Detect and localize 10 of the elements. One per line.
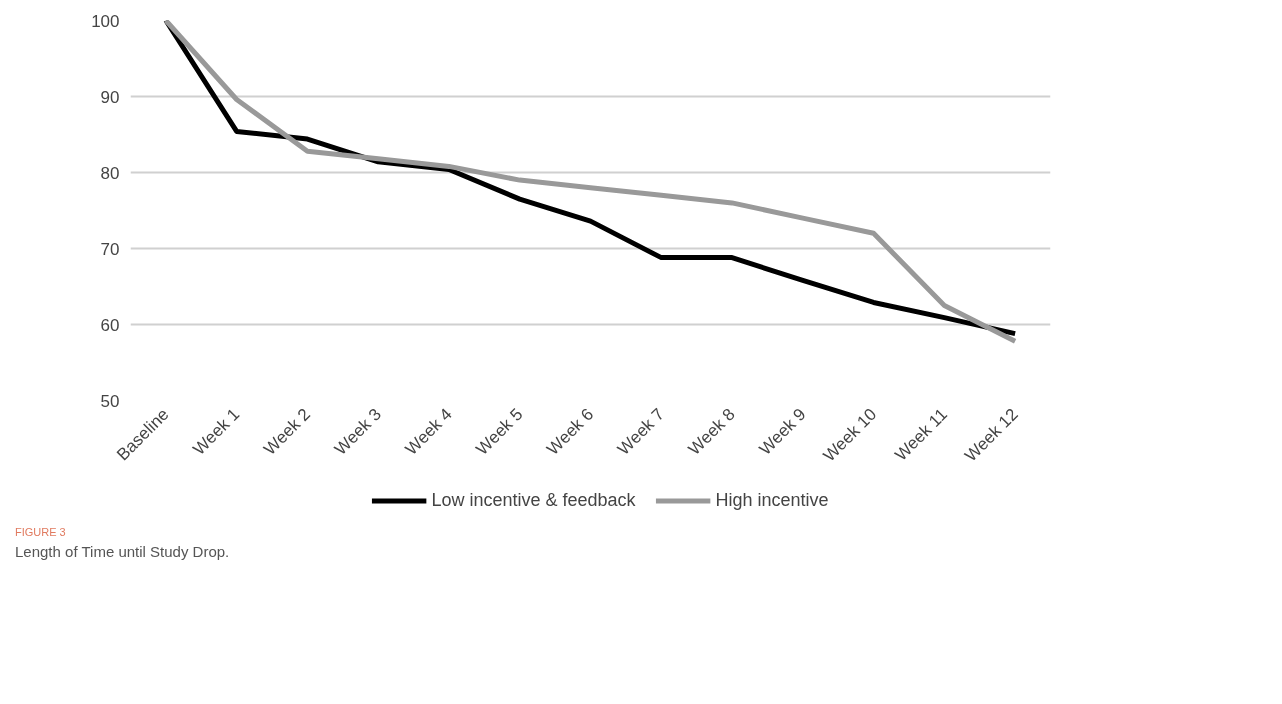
legend-label: High incentive [715, 489, 829, 511]
legend-label: Low incentive & feedback [431, 489, 636, 511]
y-tick-label: 80 [100, 163, 120, 183]
y-tick-label: 60 [100, 315, 120, 335]
y-tick-label: 90 [100, 87, 120, 107]
y-tick-label: 70 [100, 239, 120, 259]
text: Length of Time until Study Drop. [15, 541, 230, 562]
y-tick-label: 100 [91, 11, 120, 31]
text: FIGURE 3 [15, 525, 66, 540]
y-tick-label: 50 [100, 391, 120, 411]
